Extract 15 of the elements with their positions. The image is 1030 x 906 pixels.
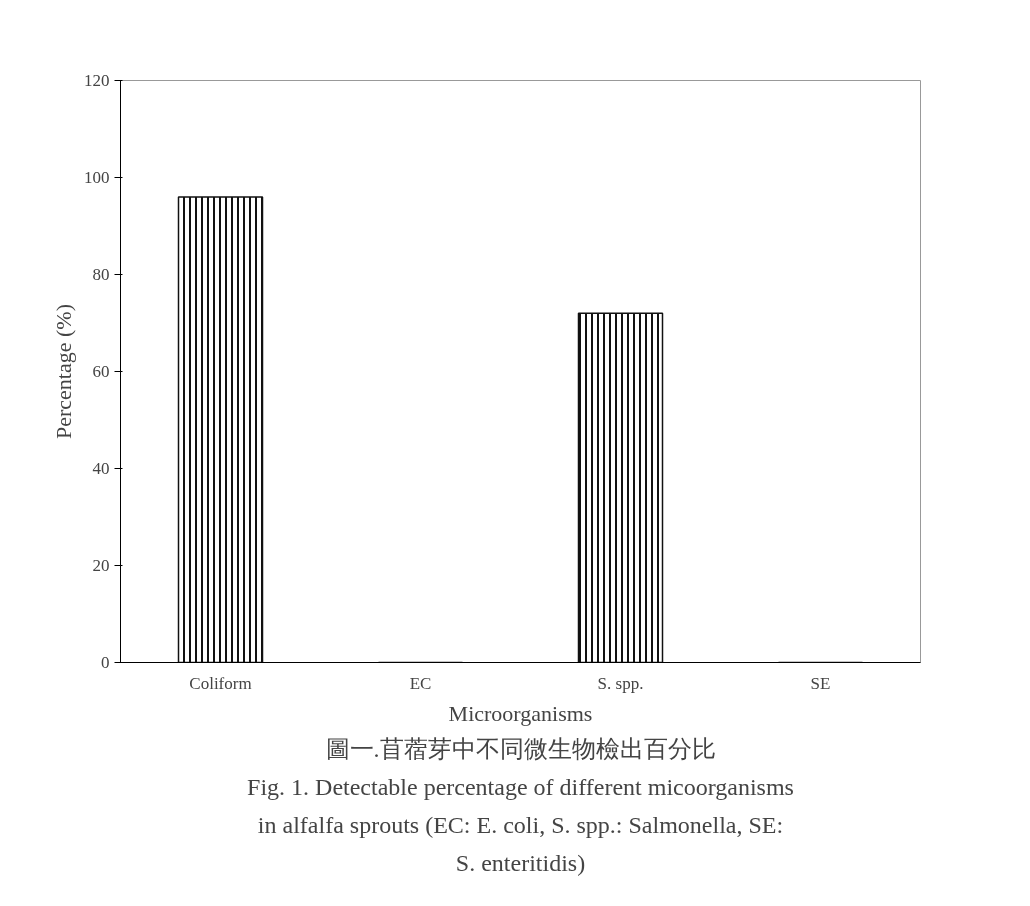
y-tick-label: 40	[92, 459, 110, 478]
y-tick-label: 100	[84, 168, 110, 187]
y-tick-label: 60	[92, 362, 110, 381]
text: 圖一.苜蓿芽中不同微生物檢出百分比	[325, 735, 716, 762]
x-tick-label: Coliform	[189, 673, 252, 693]
x-tick-label: S. spp.	[597, 673, 644, 693]
y-tick-label: 80	[92, 265, 110, 284]
x-tick-label: EC	[409, 673, 432, 693]
y-tick-label: 0	[101, 653, 110, 672]
caption: Fig. 1. Detectable percentage of different micoorganisms in alfalfa sprouts (EC: E. coli, S. spp.: Salmonella, SE: S. enteritidis)	[247, 773, 794, 876]
x-tick-label: SE	[810, 673, 831, 693]
x-axis-title: Microorganisms	[448, 700, 593, 726]
y-tick-label: 20	[92, 556, 110, 575]
y-tick-label: 120	[84, 71, 110, 90]
y-axis-title: Percentage (%)	[51, 304, 76, 439]
